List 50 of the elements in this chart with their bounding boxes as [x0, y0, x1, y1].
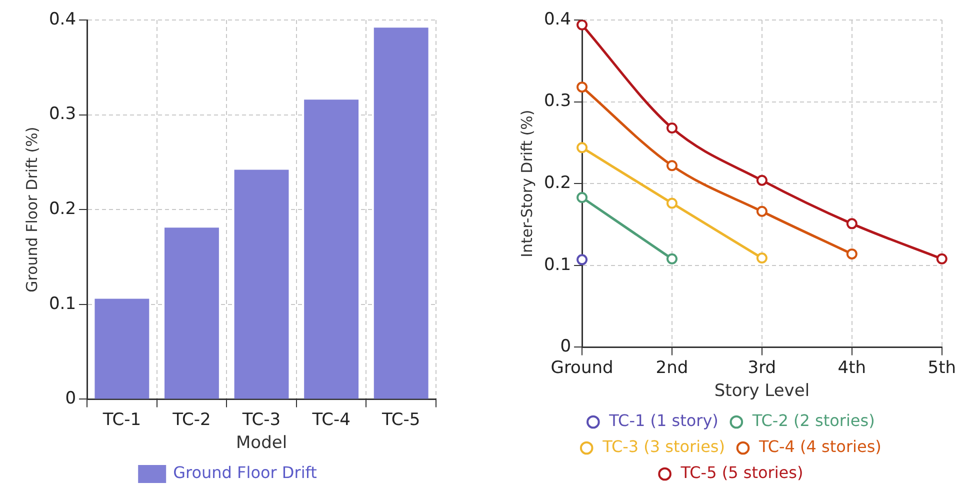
y-tick-label: 0.3: [544, 91, 572, 112]
x-tick-label: Ground: [550, 358, 614, 378]
y-tick-label: 0.4: [48, 9, 76, 30]
x-axis-title: Story Level: [714, 381, 810, 402]
point: [666, 253, 678, 264]
y-tick-label: 0.2: [544, 173, 572, 194]
x-tick-label: TC-2: [172, 410, 211, 430]
point: [576, 142, 588, 154]
point: [756, 252, 768, 264]
y-axis-title: Inter-Story Drift (%): [518, 110, 536, 258]
bar: [304, 100, 359, 399]
point: [756, 174, 768, 186]
y-tick-label: 0.3: [48, 104, 76, 124]
point: [936, 253, 948, 264]
point: [666, 198, 678, 209]
x-tick-label: TC-4: [311, 410, 350, 430]
y-tick-label: 0: [65, 388, 76, 409]
y-tick-label: 0.1: [544, 254, 572, 275]
bar: [164, 228, 219, 399]
bar: [94, 298, 150, 399]
point: [846, 248, 858, 260]
x-tick-label: 4th: [838, 358, 866, 378]
y-axis-title: Ground Floor Drift (%): [22, 126, 41, 292]
legend-label: TC-4 (4 stories): [758, 437, 882, 456]
x-tick-label: 3rd: [748, 358, 776, 378]
point: [846, 218, 858, 230]
point: [576, 192, 588, 204]
legend-label: TC-1 (1 story): [608, 411, 718, 430]
point: [576, 20, 588, 30]
x-tick-label: 5th: [928, 358, 956, 378]
point: [576, 254, 588, 266]
point: [756, 206, 768, 217]
y-tick-label: 0: [560, 336, 572, 357]
legend-label: TC-5 (5 stories): [680, 463, 804, 482]
legend-label: Ground Floor Drift: [173, 463, 317, 482]
bar: [374, 28, 428, 399]
x-tick-label: TC-1: [102, 410, 142, 430]
point: [576, 82, 588, 93]
x-axis-title: Model: [236, 433, 288, 454]
legend-label: TC-2 (2 stories): [751, 411, 875, 430]
x-tick-label: 2nd: [656, 358, 688, 378]
x-tick-label: TC-3: [241, 410, 281, 430]
bar: [234, 170, 289, 399]
point: [666, 122, 678, 134]
legend-label: TC-3 (3 stories): [602, 437, 726, 456]
x-tick-label: TC-5: [380, 410, 420, 430]
point: [666, 160, 678, 172]
y-tick-label: 0.1: [48, 294, 76, 314]
y-tick-label: 0.2: [48, 199, 76, 220]
y-tick-label: 0.4: [544, 9, 572, 30]
